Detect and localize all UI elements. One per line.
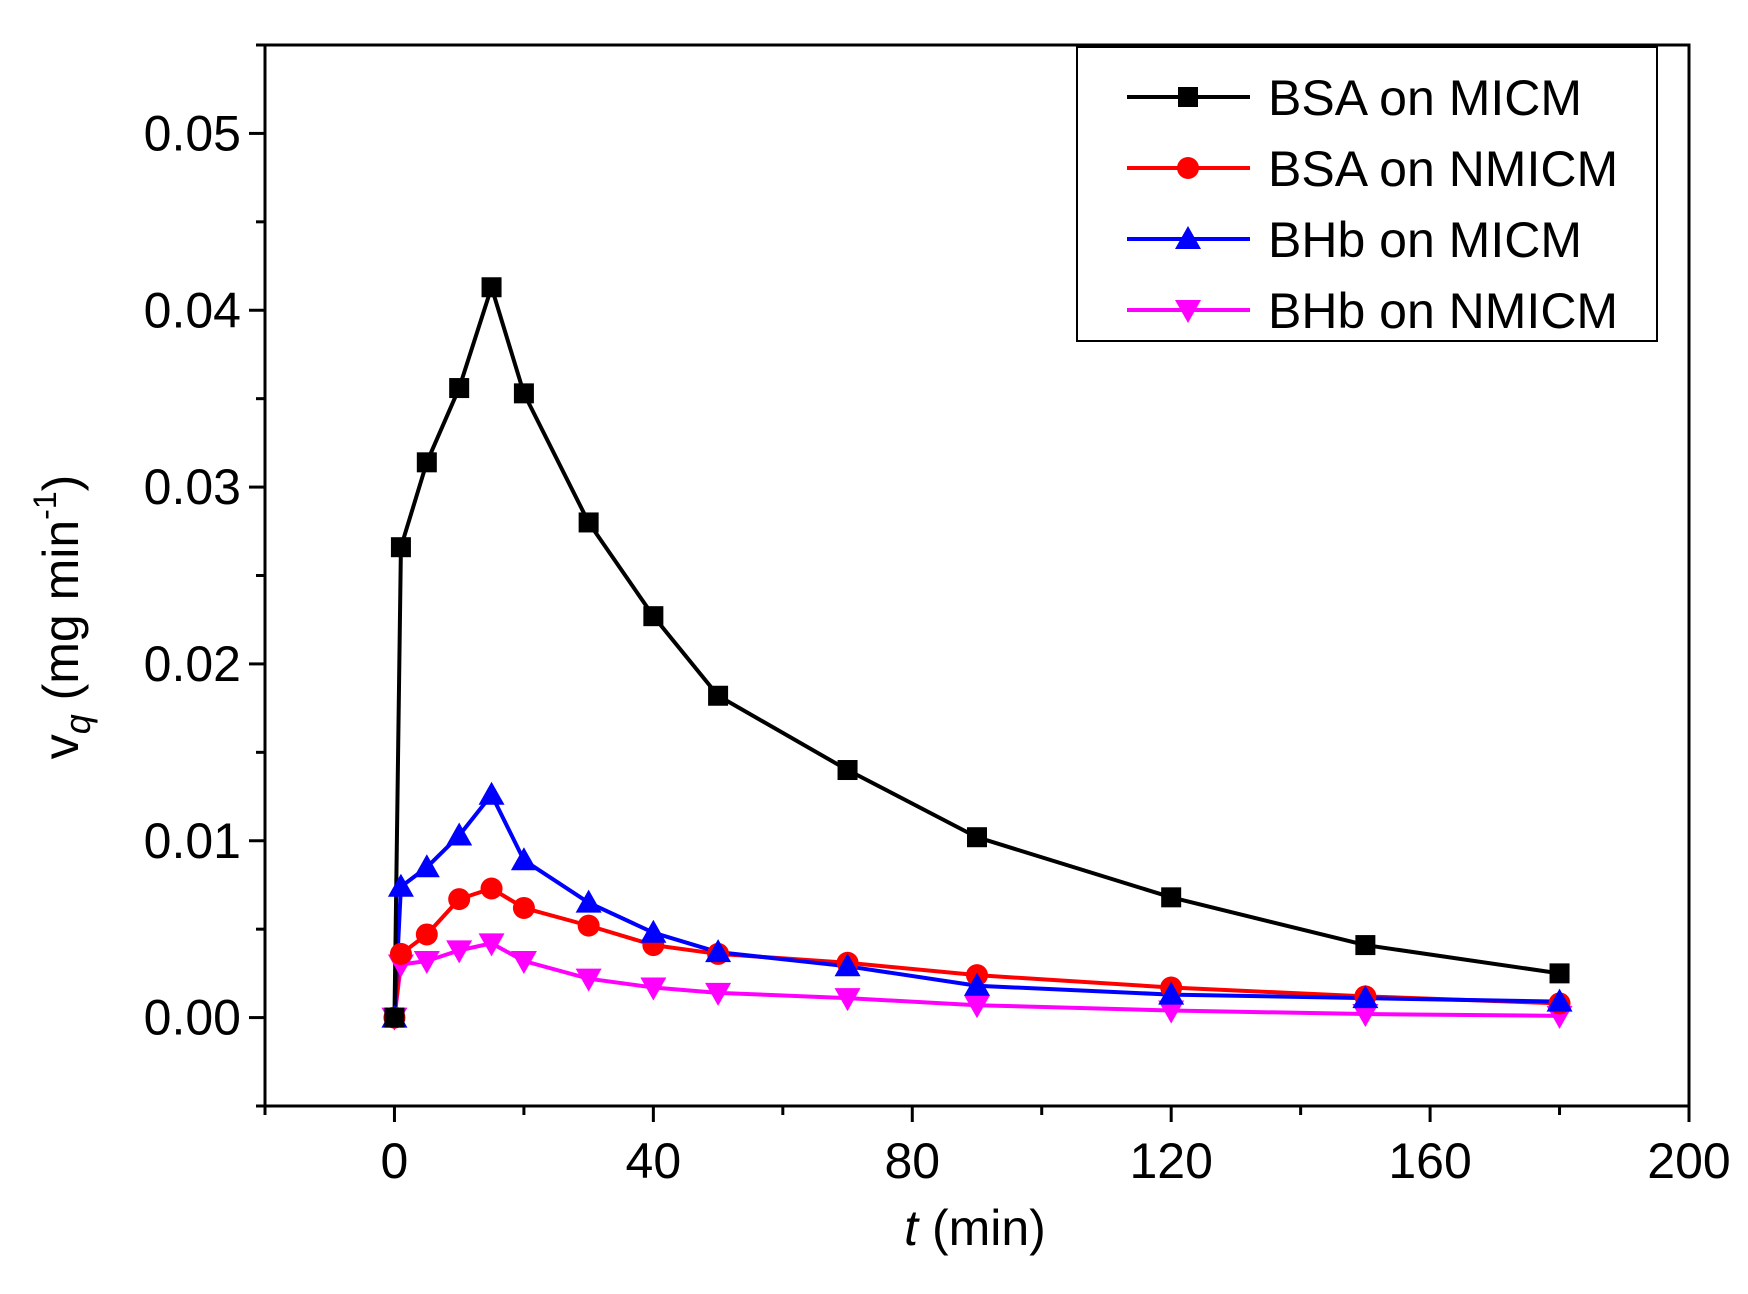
data-point-bhb-on-micm: [640, 919, 667, 943]
data-point-bhb-on-nmicm: [575, 968, 602, 992]
data-point-bhb-on-micm: [446, 822, 473, 846]
y-axis-title-close: ): [33, 475, 89, 492]
data-point-bsa-on-micm: [449, 378, 470, 399]
data-point-bhb-on-micm: [964, 972, 990, 996]
data-point-bhb-on-nmicm: [640, 977, 667, 1001]
y-axis-title-var: v: [33, 734, 89, 759]
data-point-bhb-on-nmicm: [510, 950, 537, 974]
x-tick-label: 120: [1129, 1133, 1212, 1189]
data-point-bsa-on-nmicm: [415, 923, 438, 946]
data-point-bhb-on-nmicm: [413, 950, 440, 974]
data-point-bsa-on-nmicm: [577, 914, 600, 937]
y-tick-label: 0.05: [144, 105, 241, 161]
data-point-bhb-on-micm: [510, 847, 537, 871]
data-point-bhb-on-nmicm: [705, 982, 732, 1006]
data-point-bhb-on-micm: [1352, 985, 1379, 1009]
tick-labels: 0 40 80 120 160 200 0.00 0.01 0.02 0.03 0.04 0.05: [144, 105, 1731, 1189]
data-point-bhb-on-micm: [1546, 988, 1573, 1012]
series-line-bhb-on-micm: [392, 792, 1560, 1018]
x-tick-label: 0: [381, 1133, 409, 1189]
x-axis-title-var: t: [904, 1200, 920, 1256]
data-point-bhb-on-nmicm: [964, 995, 990, 1019]
data-point-bhb-on-nmicm: [1352, 1004, 1379, 1028]
x-tick-label: 200: [1647, 1133, 1730, 1189]
x-axis-title: t (min): [904, 1200, 1046, 1256]
x-tick-label: 80: [884, 1133, 940, 1189]
y-tick-label: 0.00: [144, 990, 241, 1046]
legend-label-bhb-on-micm: BHb on MICM: [1268, 212, 1582, 268]
legend: BSA on MICM BSA on NMICM BHb on MICM BHb on…: [1076, 46, 1658, 342]
legend-label-bsa-on-nmicm: BSA on NMICM: [1268, 141, 1618, 197]
y-axis-title: vq (mg min-1): [27, 475, 98, 760]
data-point-bhb-on-micm: [478, 781, 505, 805]
data-point-bsa-on-micm: [513, 383, 534, 404]
legend-marker-bhb-on-nmicm: [1175, 300, 1201, 323]
x-axis-title-unit: (min): [918, 1200, 1046, 1256]
y-tick-label: 0.03: [144, 459, 241, 515]
data-point-bsa-on-micm: [578, 512, 599, 533]
data-point-bhb-on-nmicm: [834, 988, 861, 1012]
data-point-bhb-on-micm: [387, 873, 414, 897]
series-line-bsa-on-micm: [392, 285, 1560, 1018]
data-point-bhb-on-nmicm: [1158, 1000, 1185, 1024]
x-tick-label: 40: [626, 1133, 682, 1189]
y-tick-label: 0.01: [144, 813, 241, 869]
data-point-bsa-on-micm: [1355, 935, 1376, 956]
data-point-bhb-on-micm: [705, 939, 732, 963]
data-point-bsa-on-micm: [384, 1007, 405, 1028]
legend-marker-bhb-on-micm: [1175, 226, 1201, 249]
legend-label-bhb-on-nmicm: BHb on NMICM: [1268, 283, 1618, 339]
legend-marker-bsa-on-nmicm: [1177, 157, 1199, 179]
legend-marker-bsa-on-micm: [1178, 87, 1198, 107]
data-point-bsa-on-nmicm: [389, 942, 412, 965]
y-tick-label: 0.04: [144, 282, 241, 338]
data-point-bsa-on-micm: [708, 685, 729, 706]
data-point-bhb-on-nmicm: [478, 933, 505, 957]
data-point-bsa-on-micm: [390, 537, 411, 558]
series-markers: [381, 277, 1573, 1031]
y-axis-title-units: (mg min: [33, 520, 89, 714]
data-point-bsa-on-micm: [1161, 887, 1182, 908]
data-point-bsa-on-micm: [967, 827, 987, 848]
data-point-bhb-on-nmicm: [446, 940, 473, 964]
data-point-bhb-on-micm: [1158, 981, 1185, 1005]
x-tick-label: 160: [1388, 1133, 1471, 1189]
data-point-bhb-on-micm: [575, 889, 602, 913]
y-axis-title-sub: q: [57, 714, 98, 734]
y-tick-label: 0.02: [144, 636, 241, 692]
data-point-bhb-on-micm: [834, 953, 861, 977]
data-point-bsa-on-micm: [416, 452, 437, 473]
data-point-bsa-on-micm: [643, 606, 664, 627]
data-point-bsa-on-nmicm: [448, 888, 471, 911]
data-point-bsa-on-nmicm: [512, 896, 535, 919]
legend-label-bsa-on-micm: BSA on MICM: [1268, 70, 1582, 126]
data-point-bsa-on-micm: [481, 277, 502, 298]
data-point-bhb-on-micm: [413, 854, 440, 878]
data-point-bsa-on-micm: [1549, 963, 1570, 984]
plot-frame: [263, 43, 1691, 1108]
data-point-bsa-on-nmicm: [480, 877, 503, 900]
data-point-bsa-on-micm: [837, 760, 858, 781]
y-axis-title-sup: -1: [27, 491, 63, 519]
